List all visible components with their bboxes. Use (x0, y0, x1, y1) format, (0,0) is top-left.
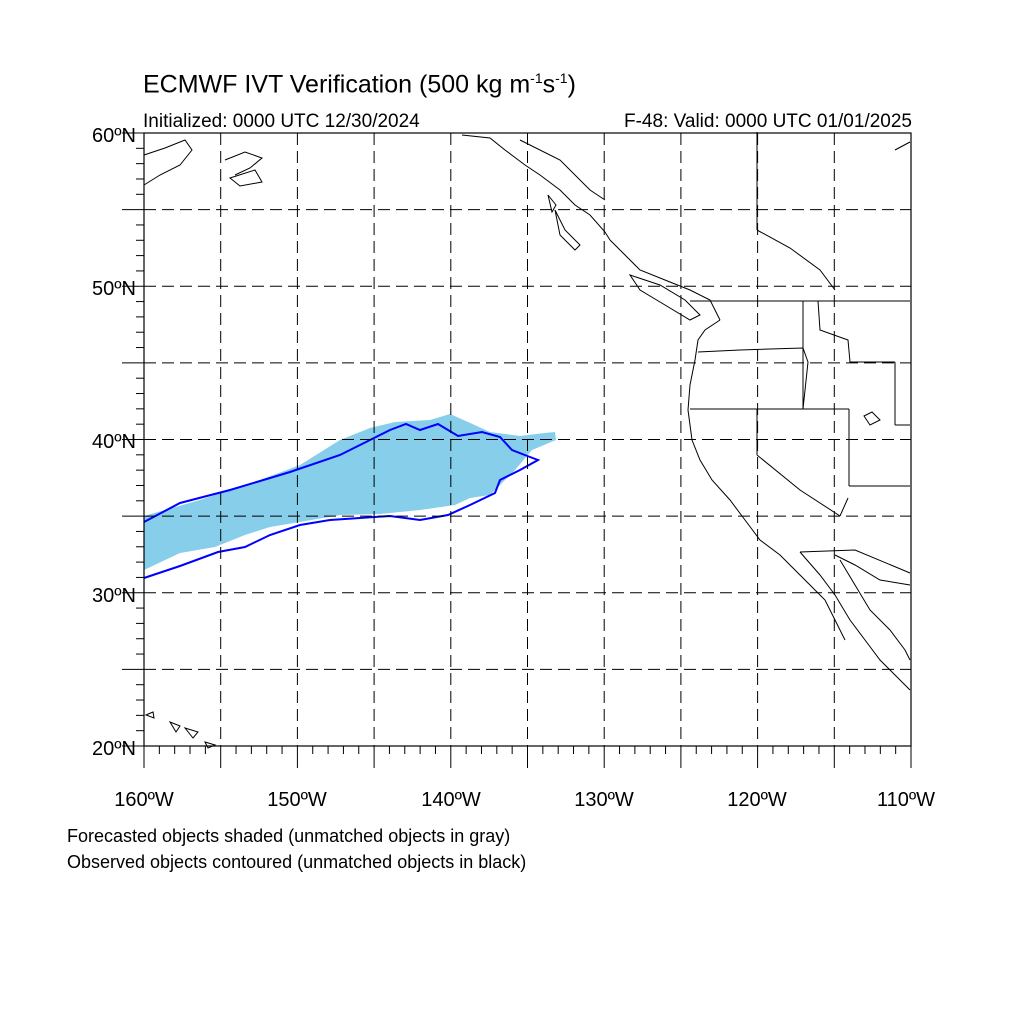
lon-axis-labels: 160ºW 150ºW 140ºW 130ºW 120ºW 110ºW (114, 789, 935, 811)
lat-label-30: 30ºN (92, 585, 136, 607)
legend-observed-note: Observed objects contoured (unmatched ob… (67, 852, 527, 872)
lat-lon-grid (144, 133, 911, 746)
lon-label-150w: 150ºW (267, 789, 327, 811)
title-main: ECMWF IVT Verification (500 kg m (143, 70, 531, 99)
title-mid: s (542, 70, 556, 99)
legend-forecast-note: Forecasted objects shaded (unmatched obj… (67, 826, 511, 846)
lon-label-130w: 130ºW (574, 789, 634, 811)
valid-time: F-48: Valid: 0000 UTC 01/01/2025 (624, 111, 912, 132)
title-end: ) (567, 70, 576, 99)
lon-label-110w: 110ºW (877, 789, 935, 811)
lat-axis-labels: 20ºN 30ºN 40ºN 50ºN 60ºN (92, 125, 136, 760)
lat-label-50: 50ºN (92, 278, 136, 300)
map-frame (143, 132, 912, 747)
initialized-time: Initialized: 0000 UTC 12/30/2024 (143, 111, 420, 132)
lon-label-120w: 120ºW (727, 789, 787, 811)
title-exp1: -1 (530, 70, 543, 86)
political-boundaries (690, 132, 911, 574)
lat-label-20: 20ºN (92, 738, 136, 760)
map-title: ECMWF IVT Verification (500 kg m-1s-1) (143, 70, 576, 99)
title-exp2: -1 (555, 70, 568, 86)
lat-label-40: 40ºN (92, 431, 136, 453)
coastlines (143, 134, 911, 749)
lon-label-160w: 160ºW (114, 789, 174, 811)
lon-label-140w: 140ºW (421, 789, 481, 811)
lat-label-60: 60ºN (92, 125, 136, 147)
axis-ticks (122, 132, 912, 768)
forecast-ivt-object (144, 414, 556, 570)
